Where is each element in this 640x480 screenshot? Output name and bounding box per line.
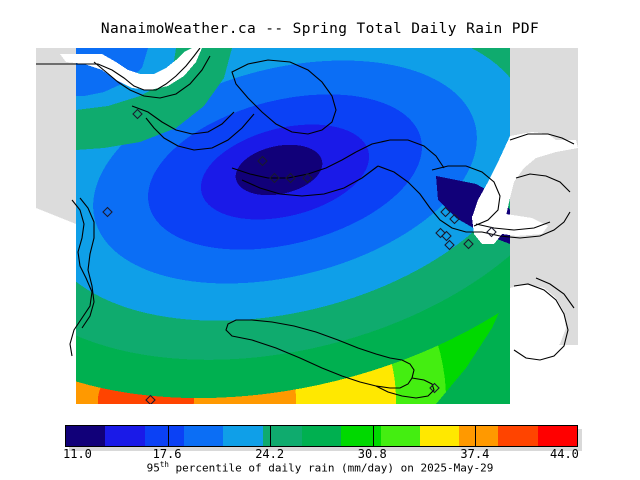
station-marker	[429, 382, 440, 394]
colorbar	[65, 425, 582, 451]
station-marker	[132, 108, 143, 120]
colorbar-tick-label-5: 44.0	[550, 447, 579, 461]
colorbar-band-1	[105, 426, 145, 446]
station-marker	[285, 172, 296, 184]
caption-text: percentile of daily rain (mm/day) on 202…	[168, 461, 494, 475]
colorbar-band-12	[537, 426, 578, 446]
station-marker	[441, 230, 452, 242]
colorbar-band-0	[66, 426, 106, 446]
colorbar-tick-label-3: 30.8	[357, 447, 387, 461]
station-marker	[145, 394, 156, 404]
station-marker	[269, 172, 280, 184]
station-marker	[463, 238, 474, 250]
station-markers	[102, 108, 497, 404]
station-marker	[102, 206, 113, 218]
colorbar-band-3	[183, 426, 224, 446]
colorbar-caption: 95th percentile of daily rain (mm/day) o…	[0, 460, 640, 475]
station-marker	[257, 155, 268, 167]
coastline	[36, 48, 575, 399]
colorbar-band-7	[341, 426, 381, 446]
colorbar-tick-label-2: 24.2	[255, 447, 285, 461]
page-title: NanaimoWeather.ca -- Spring Total Daily …	[100, 21, 540, 37]
colorbar-band-9	[419, 426, 460, 446]
station-marker	[440, 206, 451, 218]
colorbar-tick-label-0: 11.0	[63, 447, 92, 461]
colorbar-tick-label-4: 37.4	[460, 447, 490, 461]
colorbar-band-11	[498, 426, 538, 446]
station-marker	[444, 239, 455, 251]
colorbar-band-2	[144, 426, 184, 446]
colorbar-tick-labels: 11.0 17.6 24.2 30.8 37.4 44.0	[63, 447, 579, 461]
colorbar-band-6	[301, 426, 342, 446]
map-figure	[36, 48, 578, 404]
station-marker	[486, 226, 497, 238]
caption-value: 95	[146, 461, 160, 475]
colorbar-band-4	[223, 426, 263, 446]
colorbar-tick-label-1: 17.6	[152, 447, 182, 461]
colorbar-band-8	[380, 426, 420, 446]
colorbar-band-10	[459, 426, 499, 446]
contour-map	[36, 48, 578, 404]
station-marker	[449, 213, 460, 225]
station-marker	[302, 172, 313, 184]
colorbar-bands	[65, 425, 578, 447]
water-bodies	[36, 48, 578, 404]
caption-ordinal: th	[159, 460, 169, 469]
colorbar-band-5	[262, 426, 302, 446]
